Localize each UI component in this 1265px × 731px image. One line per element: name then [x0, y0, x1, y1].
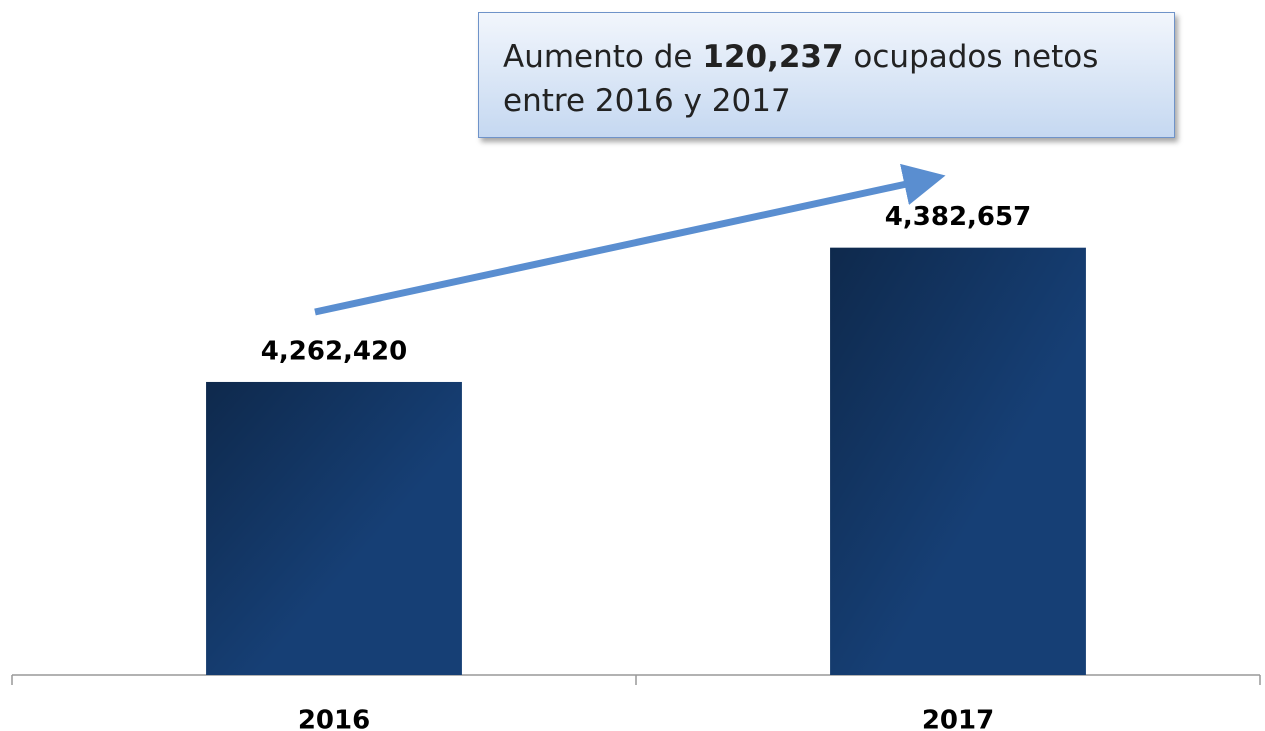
value-label: 4,262,420: [261, 336, 407, 366]
x-tick-label: 2016: [298, 706, 370, 731]
annotation-text: Aumento de: [503, 39, 703, 75]
bar-shade: [830, 247, 1086, 675]
trend-arrow: [314, 163, 946, 316]
annotation-text: ocupados netos entre 2016 y 2017: [503, 39, 1099, 119]
annotation-highlight: 120,237: [702, 39, 844, 75]
annotation-box: Aumento de 120,237 ocupados netos entre …: [478, 12, 1175, 138]
value-label: 4,382,657: [885, 202, 1031, 232]
bar-shade: [206, 381, 462, 675]
x-tick-label: 2017: [922, 706, 994, 731]
